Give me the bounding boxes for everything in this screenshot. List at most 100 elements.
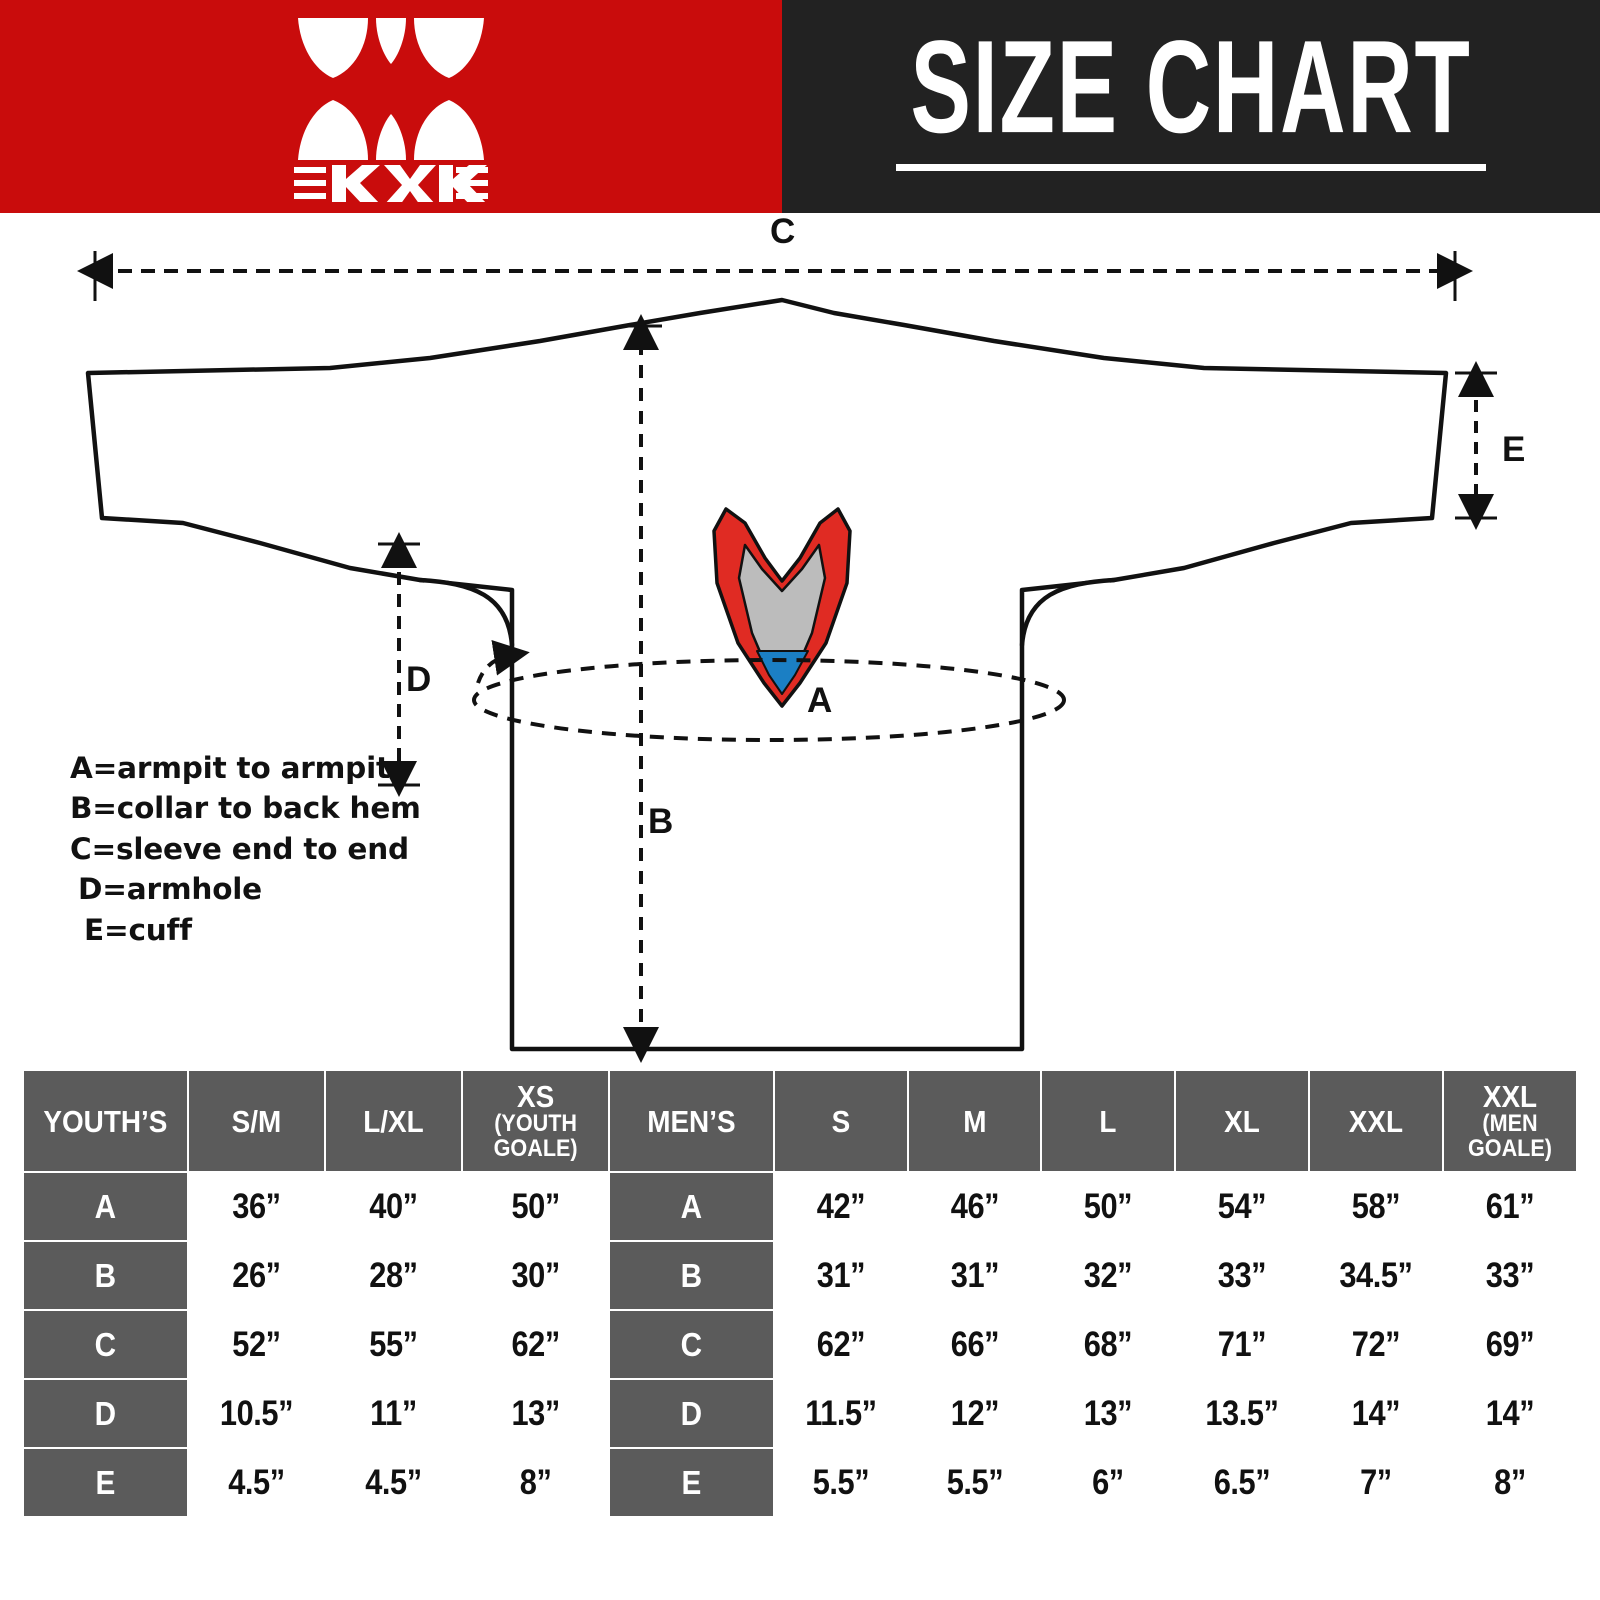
v-neck-collar	[712, 507, 852, 708]
dimension-a	[472, 639, 1066, 742]
col-header-xl: XL	[1176, 1071, 1309, 1171]
page-title: SIZE CHART	[910, 12, 1472, 160]
cell-value: 30”	[462, 1242, 608, 1309]
cell-value: 40”	[325, 1173, 461, 1240]
cell-value: 34.5”	[1310, 1242, 1443, 1309]
cell-value: 7”	[1310, 1449, 1443, 1516]
col-header-label: XS	[516, 1079, 554, 1115]
measurement-legend: A=armpit to armpit B=collar to back hem …	[70, 748, 421, 950]
jersey-diagram: D B E A C	[0, 213, 1600, 1063]
cell-value: 61”	[1444, 1173, 1576, 1240]
cell-value: 71”	[1176, 1311, 1309, 1378]
cell-value: 5.5”	[774, 1449, 907, 1516]
cell-value: 10.5”	[188, 1380, 324, 1447]
cell-value: 4.5”	[188, 1449, 324, 1516]
cell-value: 11”	[325, 1380, 461, 1447]
cell-value: 62”	[774, 1311, 907, 1378]
col-header-xs-youth-goale: XS (YOUTH GOALE)	[462, 1071, 608, 1171]
col-header-label: XXL	[1482, 1079, 1538, 1115]
cell-value: 31”	[774, 1242, 907, 1309]
legend-line-a: A=armpit to armpit	[70, 751, 390, 785]
cell-value: 31”	[908, 1242, 1041, 1309]
cell-value: 28”	[325, 1242, 461, 1309]
table-row: C 52” 55” 62” C 62” 66” 68” 71” 72” 69”	[24, 1311, 1576, 1378]
dimension-e	[1455, 361, 1497, 530]
cell-value: 50”	[1042, 1173, 1175, 1240]
row-label-men: B	[609, 1242, 773, 1309]
cell-value: 13.5”	[1176, 1380, 1309, 1447]
cell-value: 52”	[188, 1311, 324, 1378]
table-row: E 4.5” 4.5” 8” E 5.5” 5.5” 6” 6.5” 7” 8”	[24, 1449, 1576, 1516]
cell-value: 14”	[1444, 1380, 1576, 1447]
dimension-b	[620, 314, 662, 1063]
label-a: A	[807, 681, 832, 720]
row-label-men: C	[609, 1311, 773, 1378]
col-header-s: S	[774, 1071, 907, 1171]
cell-value: 68”	[1042, 1311, 1175, 1378]
cell-value: 69”	[1444, 1311, 1576, 1378]
cell-value: 72”	[1310, 1311, 1443, 1378]
page-header: SIZE CHART	[0, 0, 1600, 213]
size-table-wrap: YOUTH’S S/M L/XL XS (YOUTH GOALE) MEN’S	[22, 1069, 1578, 1518]
row-label-youth: E	[24, 1449, 187, 1516]
cell-value: 8”	[462, 1449, 608, 1516]
cell-value: 36”	[188, 1173, 324, 1240]
col-header-label: MEN’S	[647, 1103, 736, 1139]
col-header-lxl: L/XL	[325, 1071, 461, 1171]
label-b: B	[648, 802, 673, 841]
brand-panel	[0, 0, 782, 213]
cell-value: 32”	[1042, 1242, 1175, 1309]
col-header-label: L	[1099, 1103, 1117, 1139]
col-header-label: XL	[1224, 1103, 1261, 1139]
row-label-youth: A	[24, 1173, 187, 1240]
row-label-youth: B	[24, 1242, 187, 1309]
row-label-youth: C	[24, 1311, 187, 1378]
dimension-d	[378, 532, 420, 797]
cell-value: 33”	[1444, 1242, 1576, 1309]
col-header-youths: YOUTH’S	[24, 1071, 187, 1171]
cell-value: 6.5”	[1176, 1449, 1309, 1516]
armpit-curves	[417, 577, 1117, 648]
col-header-sublabel: (MEN GOALE)	[1468, 1110, 1553, 1162]
cell-value: 54”	[1176, 1173, 1309, 1240]
legend-line-d: D=armhole	[78, 872, 262, 907]
cell-value: 13”	[1042, 1380, 1175, 1447]
cell-value: 42”	[774, 1173, 907, 1240]
cell-value: 12”	[908, 1380, 1041, 1447]
cell-value: 46”	[908, 1173, 1041, 1240]
col-header-xxl-men-goale: XXL (MEN GOALE)	[1444, 1071, 1576, 1171]
row-label-men: D	[609, 1380, 773, 1447]
col-header-l: L	[1042, 1071, 1175, 1171]
col-header-sm: S/M	[188, 1071, 324, 1171]
cell-value: 4.5”	[325, 1449, 461, 1516]
table-row: A 36” 40” 50” A 42” 46” 50” 54” 58” 61”	[24, 1173, 1576, 1240]
cell-value: 6”	[1042, 1449, 1175, 1516]
cell-value: 13”	[462, 1380, 608, 1447]
kxk-logo	[276, 12, 506, 205]
label-d: D	[406, 660, 431, 699]
size-table: YOUTH’S S/M L/XL XS (YOUTH GOALE) MEN’S	[22, 1069, 1578, 1518]
col-header-xxl: XXL	[1310, 1071, 1443, 1171]
label-c: C	[770, 213, 795, 251]
legend-line-e: E=cuff	[84, 912, 192, 947]
label-e: E	[1502, 430, 1525, 469]
cell-value: 26”	[188, 1242, 324, 1309]
col-header-sublabel: (YOUTH GOALE)	[493, 1110, 578, 1162]
table-row: D 10.5” 11” 13” D 11.5” 12” 13” 13.5” 14…	[24, 1380, 1576, 1447]
col-header-label: XXL	[1348, 1103, 1404, 1139]
cell-value: 55”	[325, 1311, 461, 1378]
cell-value: 33”	[1176, 1242, 1309, 1309]
col-header-m: M	[908, 1071, 1041, 1171]
col-header-mens: MEN’S	[609, 1071, 773, 1171]
cell-value: 66”	[908, 1311, 1041, 1378]
row-label-men: E	[609, 1449, 773, 1516]
cell-value: 62”	[462, 1311, 608, 1378]
cell-value: 8”	[1444, 1449, 1576, 1516]
title-underline	[896, 164, 1486, 172]
col-header-label: S	[831, 1103, 850, 1139]
col-header-label: M	[962, 1103, 987, 1139]
col-header-label: S/M	[231, 1103, 282, 1139]
cell-value: 5.5”	[908, 1449, 1041, 1516]
legend-line-c: C=sleeve end to end	[70, 831, 409, 866]
cell-value: 14”	[1310, 1380, 1443, 1447]
